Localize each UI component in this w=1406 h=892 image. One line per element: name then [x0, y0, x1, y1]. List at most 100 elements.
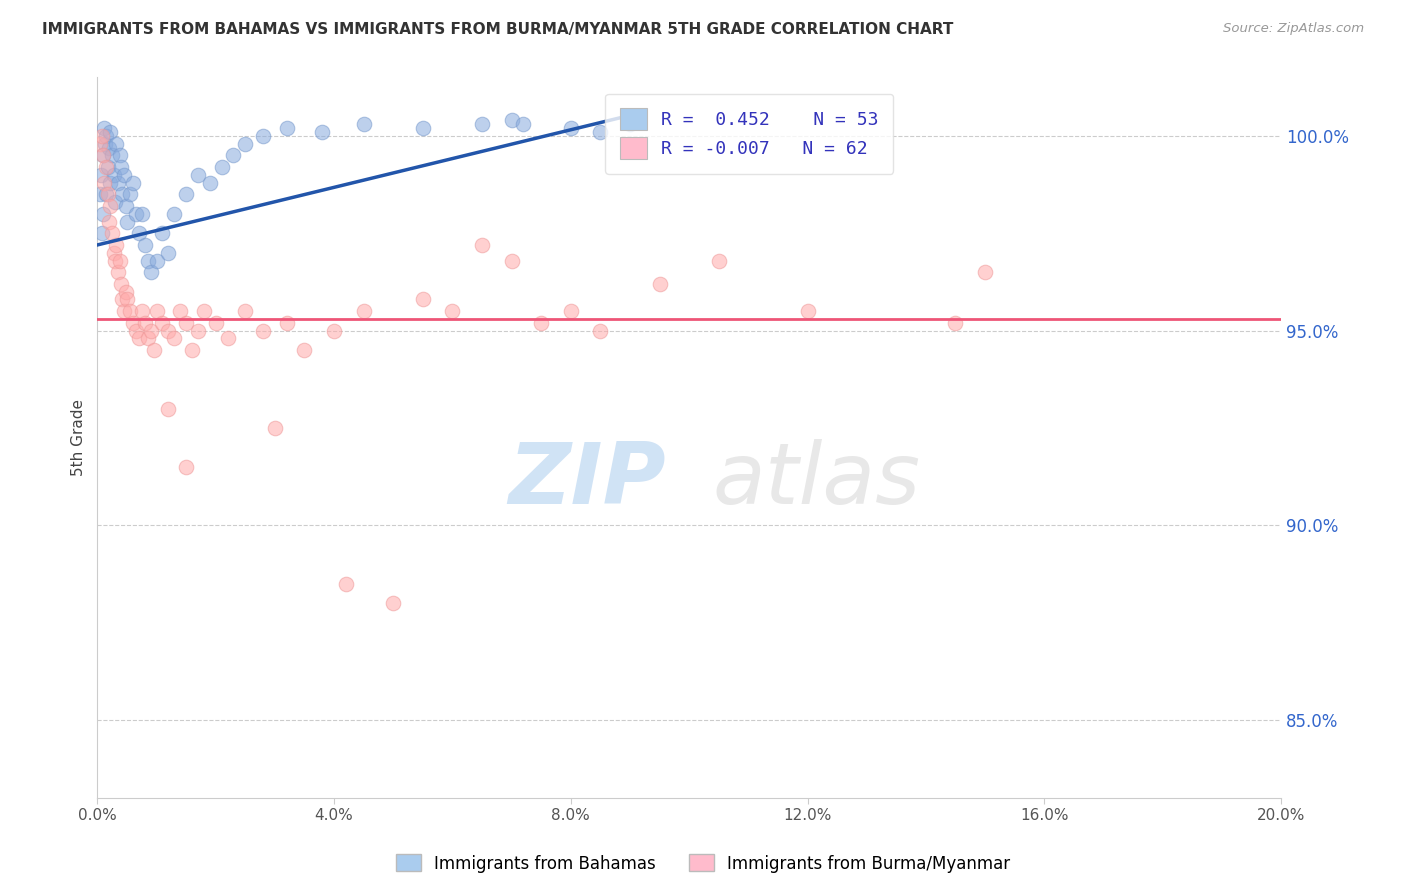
Point: [96, 160, 118, 174]
Text: IMMIGRANTS FROM BAHAMAS VS IMMIGRANTS FROM BURMA/MYANMAR 5TH GRADE CORRELATION C: IMMIGRANTS FROM BAHAMAS VS IMMIGRANTS FR…: [42, 22, 953, 37]
Point: [294, 343, 316, 357]
Point: [589, 125, 612, 139]
Point: [198, 176, 221, 190]
Point: [125, 324, 148, 338]
Point: [335, 577, 357, 591]
Point: [93, 176, 115, 190]
Point: [98, 214, 121, 228]
Point: [311, 125, 333, 139]
Point: [118, 304, 141, 318]
Point: [233, 304, 256, 318]
Point: [108, 253, 131, 268]
Point: [121, 176, 143, 190]
Point: [136, 253, 159, 268]
Point: [174, 460, 197, 475]
Point: [101, 226, 124, 240]
Point: [323, 324, 346, 338]
Point: [96, 128, 118, 143]
Point: [91, 148, 114, 162]
Point: [181, 343, 204, 357]
Point: [211, 160, 233, 174]
Point: [96, 187, 118, 202]
Point: [103, 245, 125, 260]
Point: [110, 160, 132, 174]
Legend: R =  0.452    N = 53, R = -0.007   N = 62: R = 0.452 N = 53, R = -0.007 N = 62: [605, 94, 893, 174]
Text: Source: ZipAtlas.com: Source: ZipAtlas.com: [1223, 22, 1364, 36]
Point: [107, 176, 129, 190]
Point: [353, 304, 375, 318]
Point: [131, 304, 153, 318]
Point: [107, 265, 129, 279]
Point: [89, 136, 111, 151]
Point: [98, 199, 121, 213]
Point: [512, 117, 534, 131]
Point: [111, 187, 134, 202]
Point: [98, 176, 121, 190]
Point: [204, 316, 226, 330]
Point: [145, 253, 167, 268]
Point: [193, 304, 215, 318]
Point: [945, 316, 967, 330]
Point: [97, 187, 120, 202]
Point: [276, 316, 298, 330]
Text: atlas: atlas: [713, 440, 921, 523]
Point: [104, 195, 127, 210]
Point: [98, 140, 121, 154]
Point: [111, 293, 134, 307]
Point: [174, 316, 197, 330]
Point: [163, 207, 186, 221]
Point: [157, 401, 180, 416]
Point: [619, 117, 641, 131]
Point: [98, 125, 121, 139]
Point: [136, 331, 159, 345]
Point: [560, 121, 582, 136]
Point: [115, 214, 138, 228]
Point: [353, 117, 375, 131]
Point: [128, 226, 150, 240]
Point: [93, 121, 115, 136]
Point: [530, 316, 553, 330]
Point: [112, 304, 135, 318]
Point: [217, 331, 239, 345]
Point: [94, 136, 117, 151]
Point: [471, 238, 494, 252]
Point: [501, 113, 523, 128]
Point: [412, 293, 434, 307]
Point: [589, 324, 612, 338]
Point: [169, 304, 191, 318]
Point: [648, 277, 671, 291]
Point: [108, 148, 131, 162]
Point: [105, 136, 128, 151]
Point: [157, 324, 180, 338]
Point: [118, 187, 141, 202]
Point: [412, 121, 434, 136]
Point: [89, 187, 111, 202]
Point: [103, 168, 125, 182]
Point: [128, 331, 150, 345]
Point: [264, 421, 287, 435]
Point: [90, 168, 112, 182]
Point: [174, 187, 197, 202]
Point: [115, 293, 138, 307]
Point: [163, 331, 186, 345]
Point: [139, 265, 162, 279]
Point: [560, 304, 582, 318]
Point: [104, 253, 127, 268]
Point: [157, 245, 180, 260]
Point: [382, 596, 405, 610]
Point: [222, 148, 245, 162]
Point: [112, 168, 135, 182]
Point: [152, 226, 174, 240]
Point: [91, 128, 114, 143]
Point: [187, 324, 209, 338]
Point: [114, 199, 136, 213]
Point: [134, 316, 156, 330]
Point: [142, 343, 165, 357]
Point: [471, 117, 494, 131]
Point: [97, 160, 120, 174]
Point: [707, 253, 730, 268]
Legend: Immigrants from Bahamas, Immigrants from Burma/Myanmar: Immigrants from Bahamas, Immigrants from…: [389, 847, 1017, 880]
Point: [101, 148, 124, 162]
Point: [796, 304, 818, 318]
Text: ZIP: ZIP: [508, 440, 665, 523]
